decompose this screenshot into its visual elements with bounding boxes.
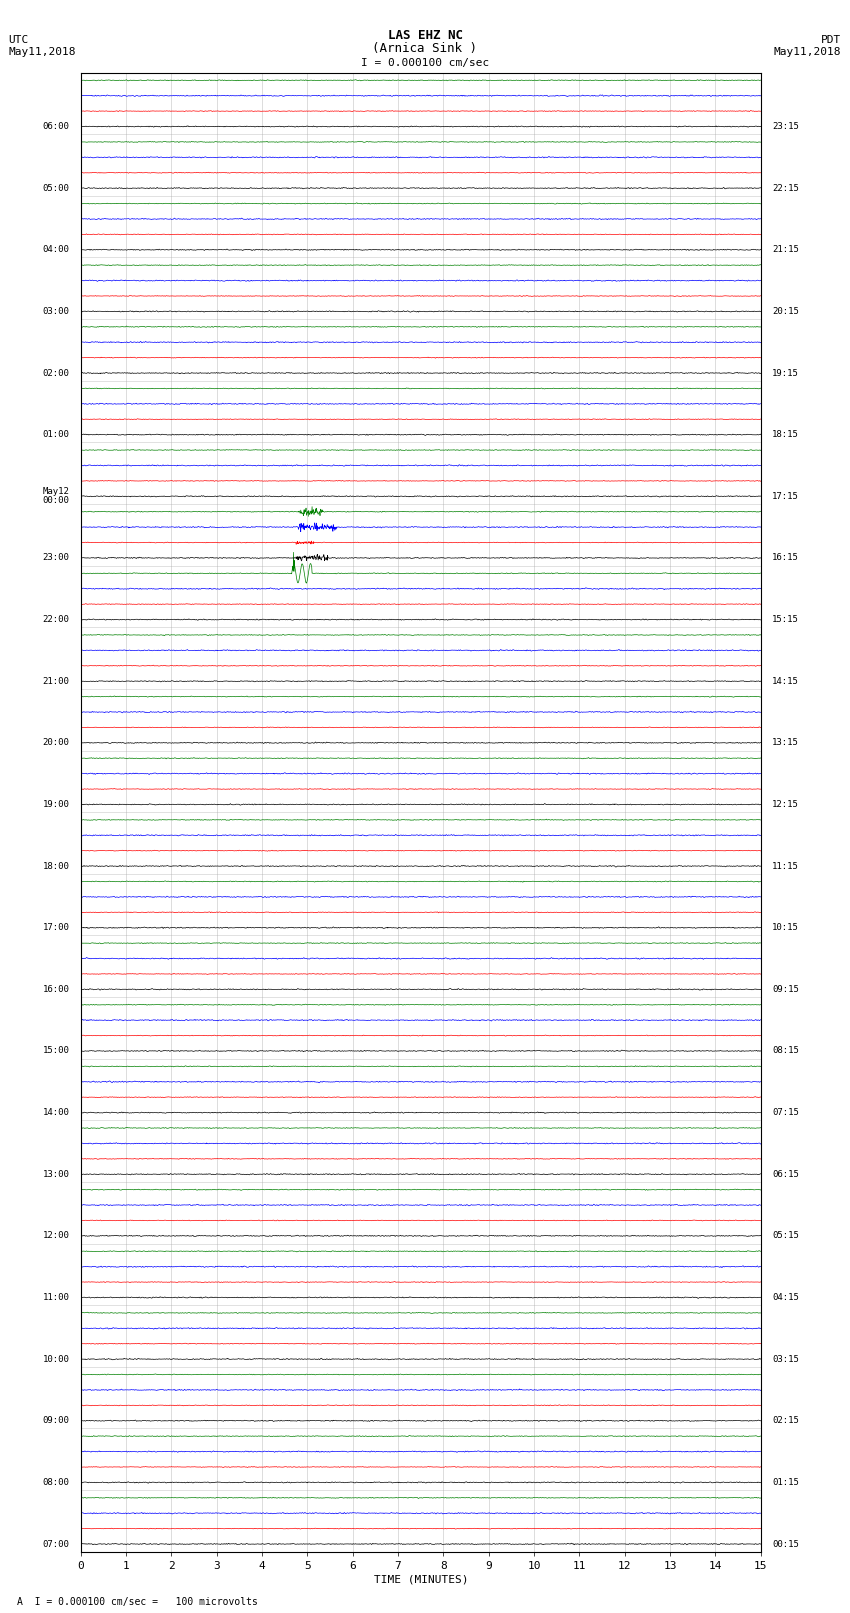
Text: 01:00: 01:00 [42, 431, 70, 439]
Text: 14:00: 14:00 [42, 1108, 70, 1118]
Text: LAS EHZ NC: LAS EHZ NC [388, 29, 462, 42]
Text: 02:00: 02:00 [42, 368, 70, 377]
Text: 12:15: 12:15 [772, 800, 799, 810]
Text: 10:00: 10:00 [42, 1355, 70, 1363]
Text: 08:15: 08:15 [772, 1047, 799, 1055]
Text: 02:15: 02:15 [772, 1416, 799, 1426]
Text: 05:00: 05:00 [42, 184, 70, 192]
Text: 04:15: 04:15 [772, 1294, 799, 1302]
Text: 22:15: 22:15 [772, 184, 799, 192]
Text: 09:00: 09:00 [42, 1416, 70, 1426]
Text: 06:00: 06:00 [42, 123, 70, 131]
Text: 21:00: 21:00 [42, 677, 70, 686]
Text: 23:15: 23:15 [772, 123, 799, 131]
Text: 14:15: 14:15 [772, 677, 799, 686]
Text: 06:15: 06:15 [772, 1169, 799, 1179]
Text: 18:00: 18:00 [42, 861, 70, 871]
Text: 13:15: 13:15 [772, 739, 799, 747]
Text: 18:15: 18:15 [772, 431, 799, 439]
Text: 19:00: 19:00 [42, 800, 70, 810]
Text: 15:15: 15:15 [772, 615, 799, 624]
Text: May11,2018: May11,2018 [774, 47, 842, 56]
Text: 16:00: 16:00 [42, 986, 70, 994]
Text: 13:00: 13:00 [42, 1169, 70, 1179]
Text: 01:15: 01:15 [772, 1478, 799, 1487]
Text: May11,2018: May11,2018 [8, 47, 76, 56]
Text: 21:15: 21:15 [772, 245, 799, 255]
Text: 05:15: 05:15 [772, 1231, 799, 1240]
Text: 12:00: 12:00 [42, 1231, 70, 1240]
Text: 08:00: 08:00 [42, 1478, 70, 1487]
Text: (Arnica Sink ): (Arnica Sink ) [372, 42, 478, 55]
Text: 00:00: 00:00 [42, 497, 70, 505]
Text: 22:00: 22:00 [42, 615, 70, 624]
Text: 19:15: 19:15 [772, 368, 799, 377]
Text: 20:15: 20:15 [772, 306, 799, 316]
Text: 07:00: 07:00 [42, 1539, 70, 1548]
Text: I = 0.000100 cm/sec: I = 0.000100 cm/sec [361, 58, 489, 68]
Text: PDT: PDT [821, 35, 842, 45]
Text: 11:15: 11:15 [772, 861, 799, 871]
Text: 07:15: 07:15 [772, 1108, 799, 1118]
Text: 16:15: 16:15 [772, 553, 799, 563]
Text: 11:00: 11:00 [42, 1294, 70, 1302]
Text: 10:15: 10:15 [772, 923, 799, 932]
Text: 03:15: 03:15 [772, 1355, 799, 1363]
Text: 23:00: 23:00 [42, 553, 70, 563]
Text: 03:00: 03:00 [42, 306, 70, 316]
Text: 04:00: 04:00 [42, 245, 70, 255]
Text: 09:15: 09:15 [772, 986, 799, 994]
Text: 15:00: 15:00 [42, 1047, 70, 1055]
Text: 00:15: 00:15 [772, 1539, 799, 1548]
Text: 17:00: 17:00 [42, 923, 70, 932]
Text: 20:00: 20:00 [42, 739, 70, 747]
Text: May12: May12 [42, 487, 70, 497]
Text: 17:15: 17:15 [772, 492, 799, 500]
Text: A  I = 0.000100 cm/sec =   100 microvolts: A I = 0.000100 cm/sec = 100 microvolts [17, 1597, 258, 1607]
Text: UTC: UTC [8, 35, 29, 45]
X-axis label: TIME (MINUTES): TIME (MINUTES) [373, 1574, 468, 1586]
